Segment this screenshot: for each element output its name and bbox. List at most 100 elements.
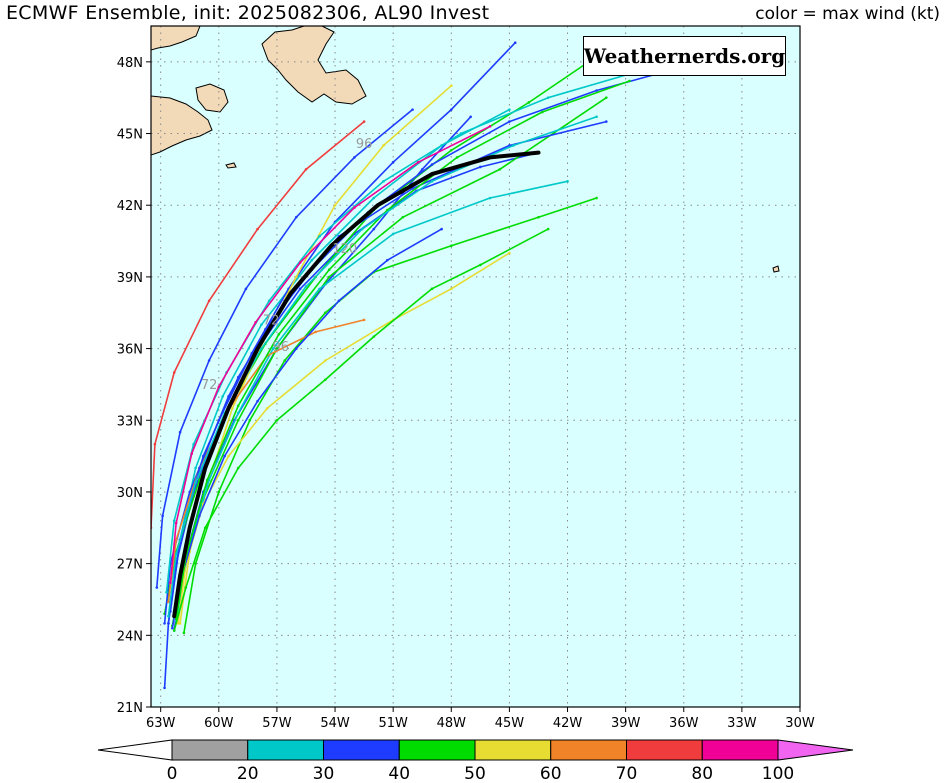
forecast-hour-label: 120 [332,242,357,257]
track-point [449,108,453,111]
colorbar-label: 70 [616,764,638,783]
track-point [469,115,472,119]
plot-frame [150,25,801,708]
track-point [172,371,176,374]
track-point [566,180,569,183]
track-point [260,323,263,326]
track-point [203,526,207,530]
lat-tick-label: 39N [117,271,143,286]
track-hour-annotations: 96 120 72 72 96 [201,137,373,393]
track-point [327,275,331,279]
track-point [172,519,176,522]
lon-tick-label: 45W [495,716,525,731]
track-point [362,120,366,123]
track-point [169,581,172,585]
track-point [595,196,598,200]
track-point [165,591,168,594]
track-point [337,299,341,303]
track-point [372,335,376,338]
track-point [275,347,279,350]
ensemble-tracks [151,41,744,690]
lon-tick-label: 30W [785,716,815,731]
forecast-hour-label: 72 [201,378,218,393]
track-point [513,41,517,45]
track-point [167,622,170,625]
lon-tick-label: 33W [727,716,757,731]
track-point [372,196,376,200]
track-point [254,320,257,324]
track-point [236,411,240,415]
track-point [294,347,298,350]
lat-tick-label: 33N [117,414,143,429]
track-point [498,168,502,171]
cape-breton-landmass [195,83,229,113]
lon-tick-label: 48W [437,716,467,731]
track-point [604,120,608,123]
track-point [267,299,271,303]
track-point [182,631,186,635]
forecast-hour-label: 72 [263,314,280,329]
colorbar-label: 0 [167,764,178,783]
ensemble-member-track [175,80,631,620]
track-point [360,227,364,231]
lat-tick-label: 42N [117,199,143,214]
track-point [190,452,193,456]
ensemble-member-track [167,151,540,625]
lat-tick-label: 45N [117,128,143,143]
track-point [265,407,269,410]
watermark: Weathernerds.org [583,36,786,76]
track-point [508,251,511,255]
lat-tick-label: 36N [117,343,143,358]
track-point [174,521,178,525]
track-point [430,163,434,166]
track-point [541,110,544,114]
track-point [298,287,302,291]
colorbar-segment [323,739,400,761]
track-point [386,258,389,262]
track-point [508,108,511,111]
track-point [411,108,414,111]
track-point [318,287,321,291]
track-point [314,330,317,334]
track-point [184,586,188,589]
track-point [382,144,385,147]
track-point [223,454,226,458]
track-point [527,101,531,104]
lon-tick-label: 54W [320,716,350,731]
track-point [595,115,598,119]
track-point [227,395,230,398]
track-point [155,586,159,589]
track-point [205,478,209,482]
track-point [479,165,482,169]
track-point [420,168,424,171]
track-point [244,287,248,291]
track-point [455,156,459,159]
lon-tick-label: 51W [378,716,408,731]
track-point [294,275,298,279]
track-point [236,404,240,408]
track-point [546,96,550,99]
latitude-axis: 21N 24N 27N 30N 33N 36N 39N 42N 45N 48N [117,56,151,716]
track-point [153,442,157,446]
track-point [449,84,453,88]
track-point [163,686,166,690]
track-point [362,318,366,322]
track-point [511,144,515,147]
track-point [231,407,234,410]
color-legend-caption: color = max wind (kt) [755,4,940,24]
track-point [324,311,327,315]
track-point [304,168,308,171]
track-point [188,490,192,494]
lon-tick-label: 63W [146,716,176,731]
track-point [221,395,224,398]
track-point [207,299,211,303]
colorbar-label: 60 [540,764,562,783]
forecast-hour-label: 96 [356,137,373,152]
lat-tick-label: 24N [117,629,143,644]
colorbar-low-arrow [97,739,173,761]
track-point [236,418,240,422]
islet [225,162,237,169]
track-point [178,430,182,434]
nova-scotia-landmass [151,95,213,156]
track-point [449,287,453,291]
